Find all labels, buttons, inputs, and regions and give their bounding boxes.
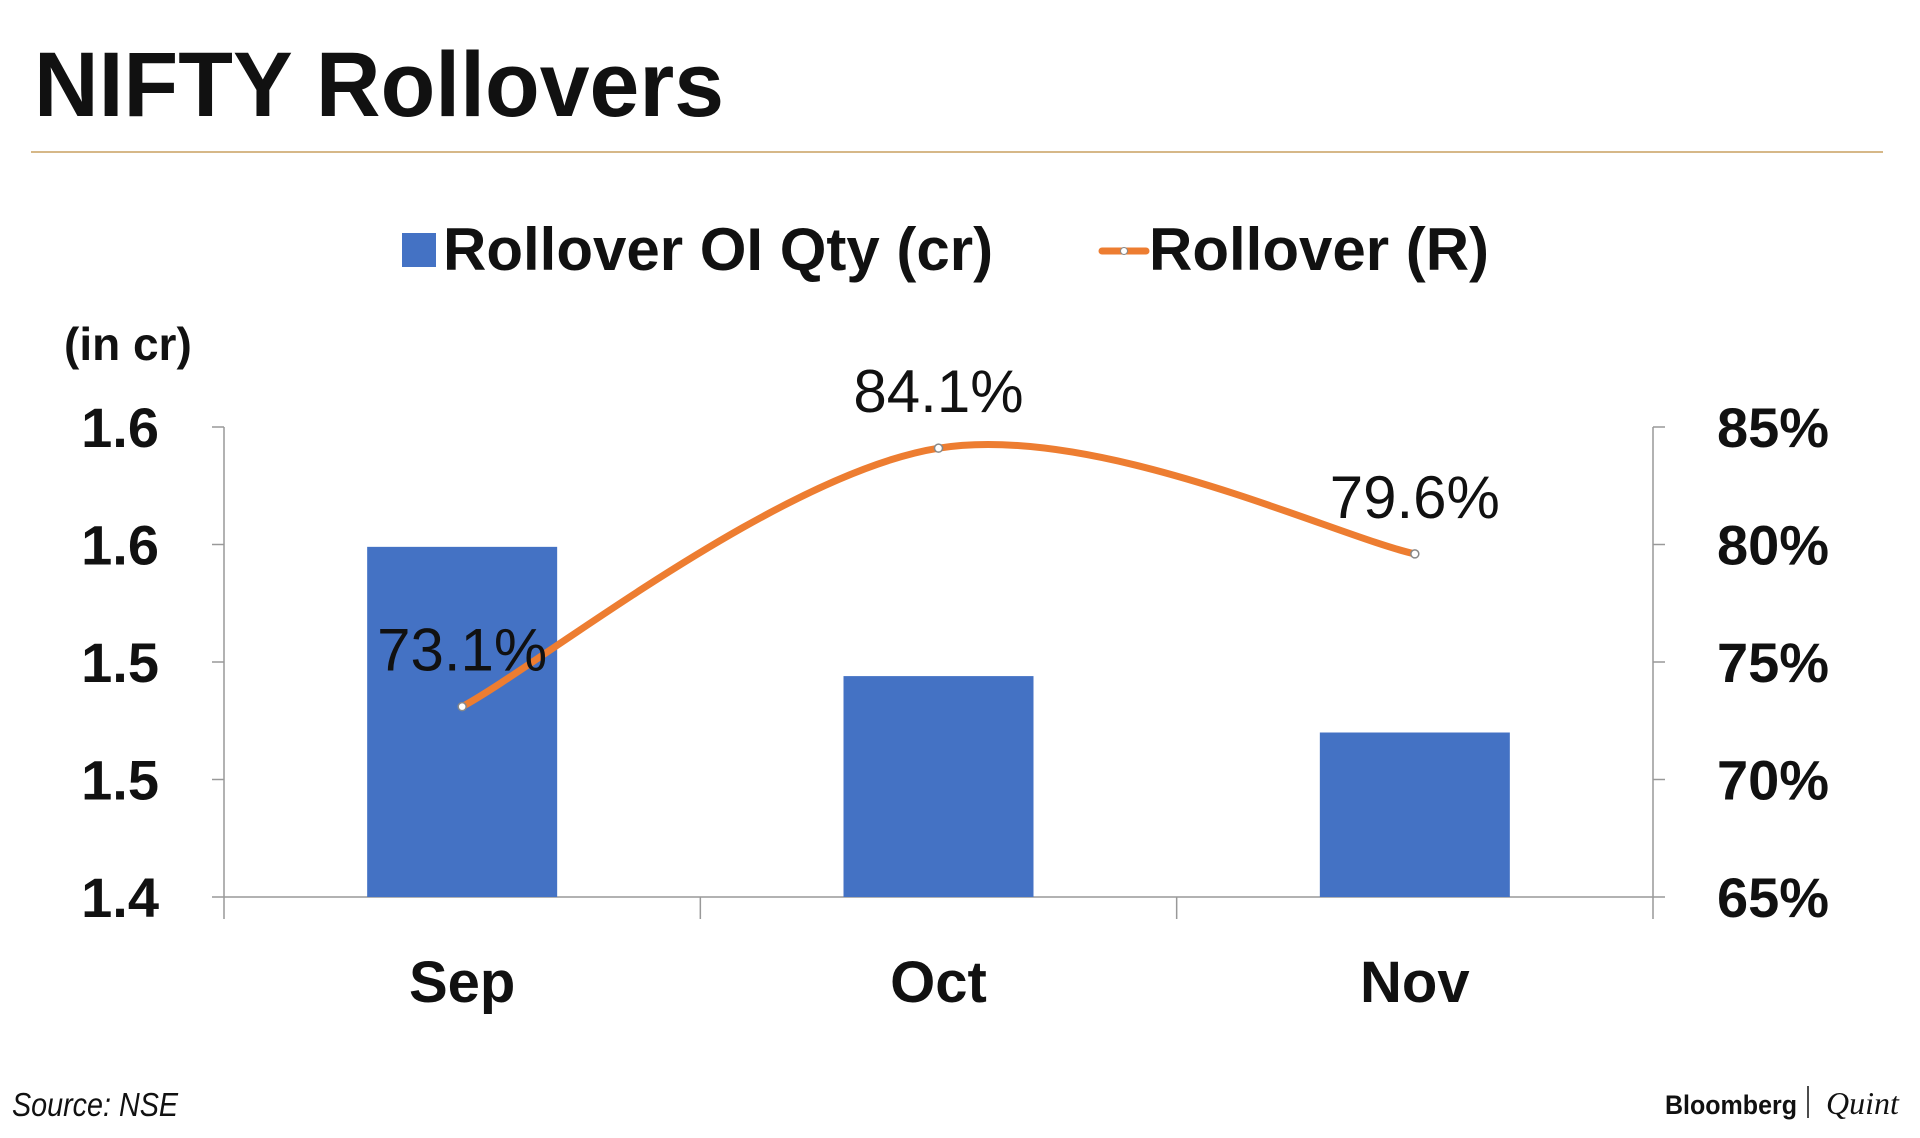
brand-name: Quint xyxy=(1826,1085,1900,1121)
bar xyxy=(843,676,1034,897)
line-marker xyxy=(933,443,944,453)
y-tick-label: 1.5 xyxy=(81,631,159,694)
bar xyxy=(367,546,558,897)
line xyxy=(458,441,1419,711)
y-tick-label: 1.5 xyxy=(81,749,159,812)
x-tick-label: Oct xyxy=(890,950,987,1015)
y-tick-label: 1.6 xyxy=(81,514,159,577)
y2-tick-label: 85% xyxy=(1717,396,1829,459)
chart-title: NIFTY Rollovers xyxy=(34,34,724,136)
y-tick-label: 1.4 xyxy=(81,866,159,929)
y-axis-label: (in cr) xyxy=(64,318,192,370)
bar xyxy=(1319,732,1510,897)
legend-marker xyxy=(1120,247,1128,255)
data-label: 79.6% xyxy=(1330,464,1500,531)
data-label: 73.1% xyxy=(377,617,547,684)
y2-tick-label: 75% xyxy=(1717,631,1829,694)
line-marker xyxy=(1410,549,1420,559)
legend-label: Rollover OI Qty (cr) xyxy=(443,216,993,283)
y2-tick-label: 70% xyxy=(1717,749,1829,812)
line-marker xyxy=(457,701,467,712)
y-tick-label: 1.6 xyxy=(81,396,159,459)
legend-swatch xyxy=(402,233,436,267)
y2-tick-label: 65% xyxy=(1717,866,1829,929)
data-label: 84.1% xyxy=(853,358,1023,425)
brand-name: Bloomberg xyxy=(1665,1090,1797,1120)
x-tick-label: Sep xyxy=(409,950,515,1015)
source: Source: NSE xyxy=(12,1086,179,1123)
y2-tick-label: 80% xyxy=(1717,514,1829,577)
legend-label: Rollover (R) xyxy=(1149,216,1489,283)
x-tick-label: Nov xyxy=(1360,950,1470,1015)
